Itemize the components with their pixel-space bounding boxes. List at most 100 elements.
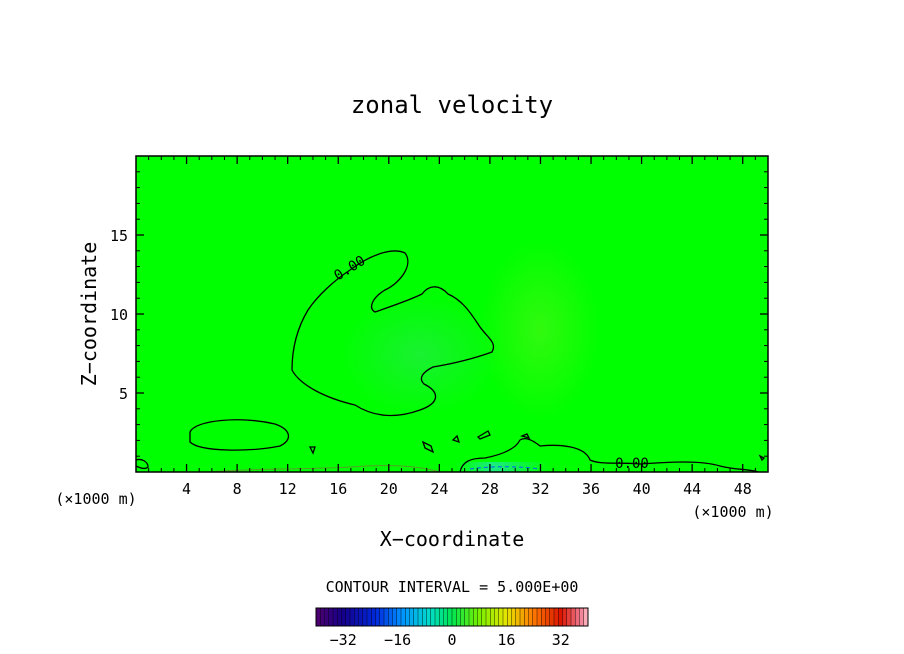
colorbar-swatch bbox=[481, 607, 487, 627]
colorbar-swatch bbox=[405, 607, 410, 627]
colorbar-swatch bbox=[396, 607, 402, 627]
positive-core-shading bbox=[480, 240, 600, 420]
colorbar-swatch bbox=[566, 607, 572, 627]
colorbar-swatch bbox=[575, 607, 580, 627]
colorbar-swatch bbox=[528, 607, 534, 627]
colorbar-tick-label: −32 bbox=[330, 631, 357, 649]
x-axis-ticks: 4 8 12 16 20 24 28 32 36 40 44 48 bbox=[148, 156, 756, 498]
x-tick-label: 48 bbox=[734, 480, 752, 498]
colorbar-swatch bbox=[498, 607, 504, 627]
colorbar-swatch bbox=[383, 607, 389, 627]
colorbar-swatch bbox=[570, 607, 576, 627]
colorbar-swatch bbox=[422, 607, 427, 627]
y-tick-label: 15 bbox=[110, 227, 128, 245]
colorbar-swatch bbox=[553, 607, 559, 627]
negative-core-shading bbox=[340, 295, 500, 415]
dashed-surface-contour bbox=[469, 466, 541, 470]
contour-surface bbox=[459, 438, 759, 473]
colorbar-swatch bbox=[502, 607, 508, 627]
x-tick-label: 20 bbox=[380, 480, 398, 498]
y-tick-label: 5 bbox=[119, 385, 128, 403]
colorbar-swatch bbox=[519, 607, 525, 627]
colorbar-tick-label: 16 bbox=[497, 631, 515, 649]
x-tick-label: 44 bbox=[683, 480, 701, 498]
colorbar-swatch bbox=[337, 607, 342, 627]
colorbar-swatch bbox=[332, 607, 338, 627]
y-axis-label: Z−coordinate bbox=[77, 242, 101, 387]
colorbar-tick-label: 0 bbox=[447, 631, 456, 649]
contour-right-edge bbox=[758, 454, 766, 462]
colorbar-frame bbox=[315, 607, 589, 627]
colorbar-swatch bbox=[515, 607, 521, 627]
colorbar-swatch bbox=[490, 607, 495, 627]
contour-label-surface: 0.00 bbox=[615, 456, 649, 472]
colorbar-swatch bbox=[315, 607, 321, 627]
colorbar-swatch bbox=[417, 607, 423, 627]
contour-small-1 bbox=[308, 446, 316, 455]
contour-left-edge bbox=[135, 458, 149, 470]
x-tick-label: 8 bbox=[233, 480, 242, 498]
y-axis-ticks: 5 10 15 bbox=[110, 171, 768, 457]
colorbar-swatch bbox=[430, 607, 436, 627]
colorbar-swatch bbox=[494, 607, 500, 627]
x-tick-label: 40 bbox=[633, 480, 651, 498]
surface-jet-shading bbox=[455, 462, 550, 472]
colorbar-swatch bbox=[409, 607, 415, 627]
colorbar-swatch bbox=[460, 607, 466, 627]
x-tick-label: 16 bbox=[329, 480, 347, 498]
colorbar-swatch bbox=[536, 607, 542, 627]
x-axis-label: X−coordinate bbox=[380, 527, 525, 551]
x-tick-label: 36 bbox=[582, 480, 600, 498]
surface-wave-contour bbox=[209, 465, 441, 473]
chart-title: zonal velocity bbox=[351, 91, 553, 119]
contour-interval-text: CONTOUR INTERVAL = 5.000E+00 bbox=[326, 578, 579, 596]
colorbar-swatch bbox=[549, 607, 555, 627]
colorbar-swatch bbox=[354, 607, 359, 627]
colorbar-swatch bbox=[439, 607, 444, 627]
colorbar-swatch bbox=[341, 607, 347, 627]
x-tick-label: 4 bbox=[182, 480, 191, 498]
colorbar-swatch bbox=[371, 607, 376, 627]
colorbar-swatch bbox=[532, 607, 538, 627]
colorbar-swatch bbox=[464, 607, 470, 627]
colorbar-swatch bbox=[375, 607, 381, 627]
colorbar-swatch bbox=[413, 607, 419, 627]
colorbar-swatch bbox=[507, 607, 512, 627]
x-tick-label: 12 bbox=[279, 480, 297, 498]
colorbar-swatch bbox=[362, 607, 368, 627]
colorbar-swatch bbox=[524, 607, 529, 627]
contour-lower-left-cell bbox=[189, 419, 290, 451]
colorbar-swatch bbox=[468, 607, 474, 627]
colorbar-swatch bbox=[473, 607, 478, 627]
colorbar-swatch bbox=[558, 607, 563, 627]
x-unit-right: (×1000 m) bbox=[692, 503, 773, 521]
colorbar-tick-labels: −32 −16 0 16 32 bbox=[330, 631, 570, 649]
colorbar-swatch bbox=[388, 607, 393, 627]
zero-contours bbox=[135, 250, 766, 473]
colorbar-swatch bbox=[320, 607, 325, 627]
colorbar-swatch bbox=[328, 607, 334, 627]
x-unit-left: (×1000 m) bbox=[55, 490, 136, 508]
colorbar-swatch bbox=[511, 607, 517, 627]
colorbar-tick-label: 32 bbox=[552, 631, 570, 649]
colorbar-swatch bbox=[447, 607, 453, 627]
x-tick-label: 28 bbox=[481, 480, 499, 498]
colorbar-swatch bbox=[400, 607, 406, 627]
colorbar-swatch bbox=[443, 607, 449, 627]
contour-small-3 bbox=[451, 434, 461, 444]
colorbar-swatch bbox=[545, 607, 551, 627]
colorbar-swatch bbox=[541, 607, 546, 627]
colorbar-swatch bbox=[579, 607, 585, 627]
colorbar-swatch bbox=[366, 607, 372, 627]
colorbar-swatch bbox=[392, 607, 398, 627]
colorbar-swatch bbox=[485, 607, 491, 627]
colorbar-swatch bbox=[379, 607, 385, 627]
colorbar-swatch bbox=[349, 607, 355, 627]
colorbar-swatch bbox=[426, 607, 432, 627]
colorbar-swatch bbox=[451, 607, 457, 627]
colorbar-swatch bbox=[434, 607, 440, 627]
colorbar-tick-label: −16 bbox=[384, 631, 411, 649]
colorbar-swatch bbox=[358, 607, 364, 627]
